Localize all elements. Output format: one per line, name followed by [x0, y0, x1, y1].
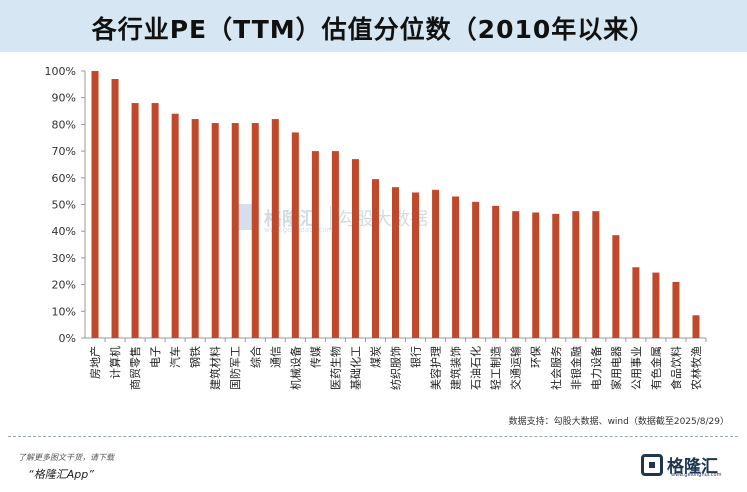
- x-tick-label: 石油石化: [469, 346, 483, 390]
- x-tick-label: 环保: [529, 346, 543, 368]
- brand-url: www.gelonghui.com: [671, 472, 722, 478]
- bar: [251, 123, 259, 338]
- x-tick-label: 机械设备: [288, 346, 302, 390]
- bar: [131, 103, 139, 338]
- title-band: [0, 0, 747, 52]
- bar: [231, 123, 239, 338]
- x-tick-label: 轻工制造: [489, 346, 503, 390]
- bar: [692, 315, 700, 338]
- x-tick-label: 综合: [248, 346, 262, 368]
- y-tick-label: 30%: [52, 252, 76, 265]
- bar: [612, 235, 620, 338]
- x-tick-label: 传媒: [309, 346, 322, 368]
- x-tick-label: 钢铁: [189, 346, 202, 368]
- bar: [291, 132, 299, 338]
- bar: [552, 213, 560, 338]
- x-tick-label: 银行: [409, 346, 423, 368]
- y-tick-label: 0%: [59, 332, 76, 345]
- bar: [652, 272, 660, 338]
- bar: [371, 179, 379, 338]
- x-tick-label: 医药生物: [328, 346, 342, 390]
- x-tick-label: 房地产: [88, 346, 102, 379]
- promo-text: 了解更多图文干货，请下载: [18, 453, 114, 462]
- bar: [211, 123, 219, 338]
- x-tick-label: 交通运输: [509, 346, 523, 390]
- y-tick-label: 90%: [52, 92, 76, 105]
- data-source-note: 数据支持：勾股大数据、wind（数据截至2025/8/29）: [508, 417, 729, 427]
- x-tick-label: 商贸零售: [128, 346, 142, 390]
- y-tick-label: 70%: [52, 145, 76, 158]
- bar: [191, 119, 199, 338]
- x-tick-label: 电力设备: [589, 346, 603, 390]
- bar: [452, 196, 460, 338]
- bar: [412, 192, 420, 338]
- x-tick-label: 国防军工: [228, 346, 242, 390]
- bar: [151, 103, 159, 338]
- brand-logo: 格隆汇 www.gelonghui.com: [641, 452, 733, 478]
- x-tick-label: 食品饮料: [669, 346, 683, 390]
- y-tick-label: 50%: [52, 199, 76, 212]
- brand-icon: [641, 454, 663, 476]
- x-tick-label: 公用事业: [630, 346, 643, 390]
- x-tick-label: 建筑材料: [208, 346, 222, 390]
- bar: [472, 201, 480, 338]
- x-tick-label: 计算机: [108, 346, 122, 379]
- x-tick-label: 有色金属: [649, 346, 663, 390]
- y-tick-label: 60%: [52, 172, 76, 185]
- x-tick-label: 农林牧渔: [689, 346, 703, 390]
- bar: [512, 211, 520, 338]
- bar: [271, 119, 279, 338]
- bar: [532, 212, 540, 338]
- brand-name: 格隆汇: [667, 457, 718, 477]
- x-tick-label: 汽车: [168, 346, 182, 368]
- y-tick-label: 80%: [52, 118, 76, 131]
- x-tick-label: 家用电器: [609, 346, 623, 390]
- x-tick-label: 社会服务: [549, 346, 563, 390]
- x-tick-label: 基础化工: [348, 346, 362, 390]
- bar: [632, 267, 640, 338]
- bar: [572, 211, 580, 338]
- bar: [672, 281, 680, 338]
- x-tick-label: 美容护理: [429, 346, 443, 390]
- x-tick-label: 煤炭: [369, 346, 382, 368]
- y-tick-label: 20%: [52, 279, 76, 292]
- x-tick-label: 电子: [149, 346, 162, 368]
- y-tick-label: 40%: [52, 225, 76, 238]
- bar: [91, 71, 99, 338]
- bar: [351, 159, 359, 338]
- bar: [111, 79, 119, 338]
- bar: [492, 205, 500, 338]
- bar: [392, 187, 399, 338]
- bar: [171, 113, 179, 338]
- x-tick-label: 建筑装饰: [449, 346, 463, 390]
- bar: [592, 211, 600, 338]
- x-tick-label: 纺织服饰: [389, 346, 403, 390]
- y-tick-label: 10%: [52, 305, 76, 318]
- bar: [331, 151, 339, 338]
- promo-app-name: “格隆汇App”: [28, 468, 94, 481]
- x-tick-label: 通信: [269, 346, 282, 368]
- y-tick-label: 100%: [45, 65, 76, 78]
- footer-divider: [8, 436, 738, 437]
- bar: [432, 189, 440, 338]
- bar: [311, 151, 319, 338]
- x-tick-label: 非银金融: [569, 346, 583, 390]
- chart-title: 各行业PE（TTM）估值分位数（2010年以来）: [91, 15, 656, 44]
